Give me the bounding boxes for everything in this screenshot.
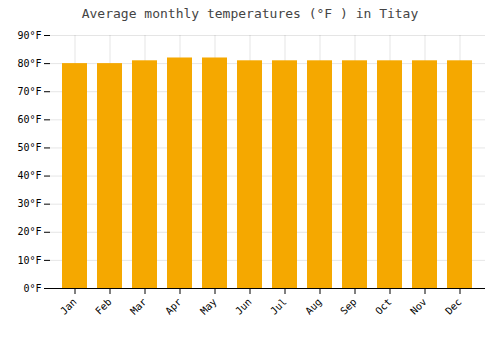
- svg-text:90°F: 90°F: [17, 30, 41, 41]
- svg-text:Feb: Feb: [93, 296, 114, 317]
- svg-text:0°F: 0°F: [23, 283, 41, 294]
- svg-text:Jul: Jul: [268, 296, 289, 317]
- svg-text:Apr: Apr: [163, 296, 184, 317]
- svg-text:Nov: Nov: [408, 296, 429, 317]
- svg-text:50°F: 50°F: [17, 142, 41, 153]
- svg-text:Jun: Jun: [233, 296, 254, 317]
- svg-text:10°F: 10°F: [17, 255, 41, 266]
- svg-text:30°F: 30°F: [17, 198, 41, 209]
- svg-text:Aug: Aug: [303, 296, 324, 317]
- svg-text:Dec: Dec: [443, 296, 464, 317]
- svg-text:Oct: Oct: [373, 296, 394, 317]
- svg-text:Sep: Sep: [338, 296, 359, 317]
- svg-text:20°F: 20°F: [17, 226, 41, 237]
- svg-text:May: May: [198, 296, 219, 317]
- svg-text:40°F: 40°F: [17, 170, 41, 181]
- svg-text:60°F: 60°F: [17, 114, 41, 125]
- html-text:Average monthly temperatures (: Average monthly temperatures (°F ) in Ti…: [81, 6, 419, 21]
- svg-text:80°F: 80°F: [17, 58, 41, 69]
- svg-text:Mar: Mar: [128, 296, 149, 317]
- svg-text:Jan: Jan: [58, 296, 79, 317]
- svg-text:70°F: 70°F: [17, 86, 41, 97]
